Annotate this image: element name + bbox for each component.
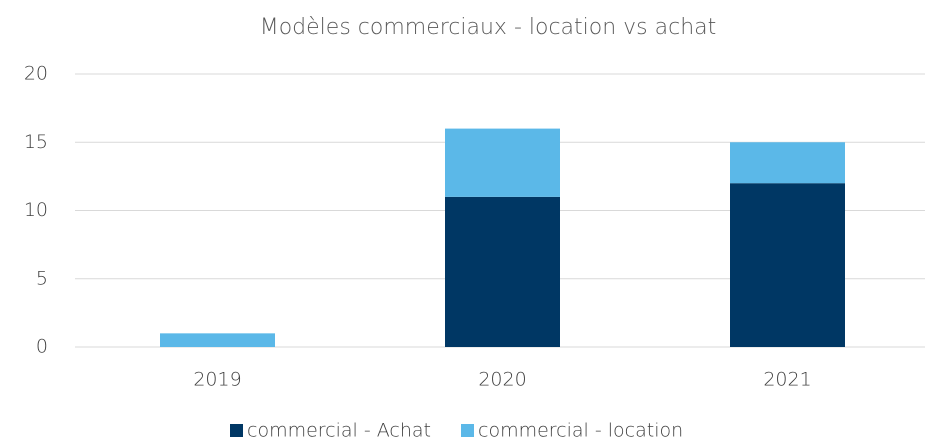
legend-swatch [230,424,243,437]
bar [445,196,560,347]
y-tick-label: 0 [36,336,48,358]
legend-label: commercial - Achat [247,420,431,441]
y-tick-label: 10 [24,199,48,221]
bar [730,142,845,184]
x-tick-label: 2020 [478,369,526,391]
y-tick-label: 15 [24,131,48,153]
bar [730,183,845,347]
legend-swatch [461,424,474,437]
y-tick-label: 20 [24,63,48,85]
chart-title: Modèles commerciaux - location vs achat [260,15,717,40]
x-tick-label: 2019 [193,369,241,391]
legend-label: commercial - location [478,420,683,441]
bar [445,128,560,197]
x-tick-label: 2021 [763,369,811,391]
y-tick-label: 5 [36,267,48,289]
bar [160,333,275,347]
